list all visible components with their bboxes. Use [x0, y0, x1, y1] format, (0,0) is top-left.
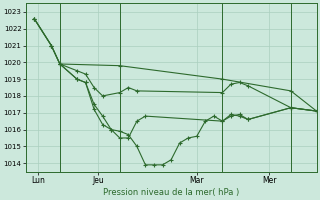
- X-axis label: Pression niveau de la mer( hPa ): Pression niveau de la mer( hPa ): [103, 188, 239, 197]
